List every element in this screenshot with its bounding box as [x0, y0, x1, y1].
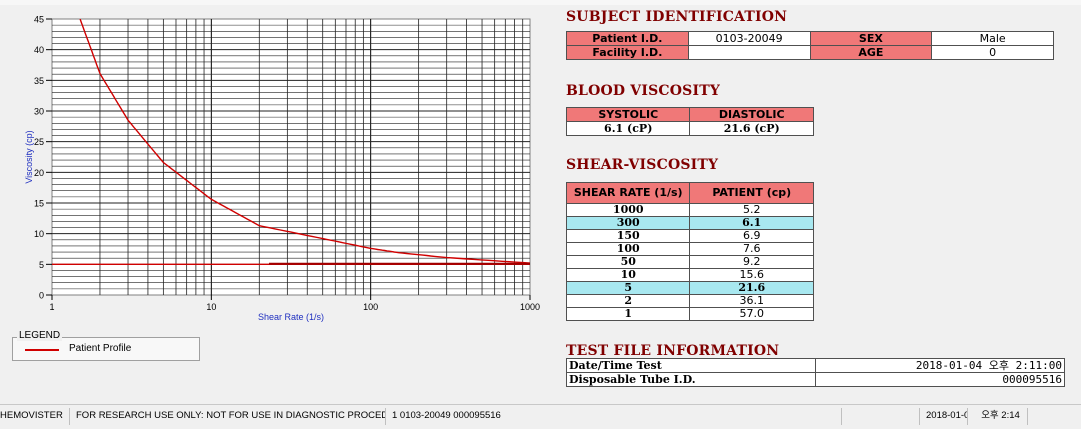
shear-rate-cell: 50: [565, 255, 691, 269]
x-axis-label: Shear Rate (1/s): [258, 312, 324, 322]
table-row: 10 15.6: [565, 268, 814, 282]
status-empty-pane: [846, 408, 920, 425]
subject-identification-title: SUBJECT IDENTIFICATION: [566, 9, 788, 25]
shear-rate-cell: 300: [565, 216, 691, 230]
facility-id-label: Facility I.D.: [566, 45, 689, 60]
blood-viscosity-table: SYSTOLIC DIASTOLIC 6.1 (cP) 21.6 (cP): [565, 107, 814, 136]
x-tick-label: 100: [363, 302, 378, 312]
x-tick-label: 1000: [520, 302, 540, 312]
patient-cp-cell: 15.6: [689, 268, 814, 282]
table-row: 1 57.0: [565, 307, 814, 321]
blood-viscosity-title: BLOOD VISCOSITY: [566, 83, 721, 99]
patient-cp-cell: 6.9: [689, 229, 814, 243]
status-bar: HEMOVISTER FOR RESEARCH USE ONLY: NOT FO…: [0, 404, 1081, 426]
table-row: 100 7.6: [565, 242, 814, 256]
shear-viscosity-title: SHEAR-VISCOSITY: [566, 157, 719, 173]
facility-id-value: [687, 45, 811, 60]
y-tick-label: 20: [34, 168, 44, 178]
table-row-highlight-diastolic: 5 21.6: [565, 281, 814, 295]
viscosity-chart-panel: 0 5 10 15 20 25 30 35 40 45 1 10 100 1000 Shear Rate (…: [10, 5, 555, 325]
patient-cp-cell: 5.2: [689, 203, 814, 217]
y-tick-label: 35: [34, 76, 44, 86]
window-top-border: [0, 0, 1081, 5]
table-row: 150 6.9: [565, 229, 814, 243]
date-time-test-label: Date/Time Test: [566, 358, 816, 373]
table-row: 50 9.2: [565, 255, 814, 269]
legend-box: LEGEND Patient Profile: [12, 330, 200, 361]
date-time-test-value: 2018-01-04 오후 2:11:00: [814, 358, 1065, 373]
y-tick-label: 45: [34, 15, 44, 25]
status-app-name: HEMOVISTER: [0, 408, 70, 425]
patient-cp-cell: 6.1: [689, 216, 814, 230]
patient-id-label: Patient I.D.: [566, 31, 689, 46]
y-tick-label: 10: [34, 229, 44, 239]
patient-id-value: 0103-20049: [687, 31, 811, 46]
disposable-tube-id-label: Disposable Tube I.D.: [566, 372, 816, 387]
age-label: AGE: [809, 45, 933, 60]
diastolic-label: DIASTOLIC: [689, 107, 814, 122]
patient-cp-cell: 7.6: [689, 242, 814, 256]
y-tick-label: 25: [34, 137, 44, 147]
y-tick-label: 30: [34, 107, 44, 117]
patient-cp-header: PATIENT (cp): [689, 182, 814, 204]
shear-rate-header: SHEAR RATE (1/s): [565, 182, 691, 204]
shear-rate-cell: 10: [565, 268, 691, 282]
shear-rate-cell: 1: [565, 307, 691, 321]
plot-area: [51, 18, 531, 296]
shear-viscosity-table: SHEAR RATE (1/s) PATIENT (cp) 1000 5.2 3…: [565, 182, 814, 321]
patient-cp-cell: 9.2: [689, 255, 814, 269]
patient-cp-cell: 57.0: [689, 307, 814, 321]
systolic-value: 6.1 (cP): [565, 121, 691, 136]
table-row-highlight-systolic: 300 6.1: [565, 216, 814, 230]
systolic-label: SYSTOLIC: [565, 107, 691, 122]
legend-swatch-patient-profile: [25, 349, 59, 351]
status-date: 2018-01-04: [924, 408, 968, 425]
shear-rate-cell: 150: [565, 229, 691, 243]
y-tick-label: 5: [39, 260, 44, 270]
sex-value: Male: [931, 31, 1054, 46]
sex-label: SEX: [809, 31, 933, 46]
shear-rate-cell: 5: [565, 281, 691, 295]
test-file-information-title: TEST FILE INFORMATION: [566, 343, 780, 359]
x-tick-label: 10: [206, 302, 216, 312]
table-row: 1000 5.2: [565, 203, 814, 217]
shear-rate-cell: 2: [565, 294, 691, 308]
series-patient-profile: [79, 19, 530, 264]
subject-table: Patient I.D. 0103-20049 SEX Male Facilit…: [566, 31, 1054, 60]
y-tick-label: 15: [34, 199, 44, 209]
shear-rate-cell: 1000: [565, 203, 691, 217]
y-tick-label: 0: [39, 291, 44, 301]
viscosity-chart: 0 5 10 15 20 25 30 35 40 45 1 10 100 1000 Shear Rate (…: [24, 15, 540, 323]
test-file-table: Date/Time Test 2018-01-04 오후 2:11:00 Dis…: [566, 358, 1065, 387]
legend-label-patient-profile: Patient Profile: [69, 343, 132, 354]
status-record-info: 1 0103-20049 000095516: [390, 408, 842, 425]
age-value: 0: [931, 45, 1054, 60]
y-tick-label: 40: [34, 45, 44, 55]
status-research-notice: FOR RESEARCH USE ONLY: NOT FOR USE IN DI…: [74, 408, 386, 425]
patient-cp-cell: 36.1: [689, 294, 814, 308]
shear-rate-cell: 100: [565, 242, 691, 256]
legend-title: LEGEND: [17, 330, 63, 341]
y-axis-label: Viscosity (cp): [24, 130, 34, 183]
patient-cp-cell: 21.6: [689, 281, 814, 295]
diastolic-value: 21.6 (cP): [689, 121, 814, 136]
x-tick-label: 1: [49, 302, 54, 312]
disposable-tube-id-value: 000095516: [814, 372, 1065, 387]
table-row: 2 36.1: [565, 294, 814, 308]
status-time: 오후 2:14: [972, 408, 1028, 425]
